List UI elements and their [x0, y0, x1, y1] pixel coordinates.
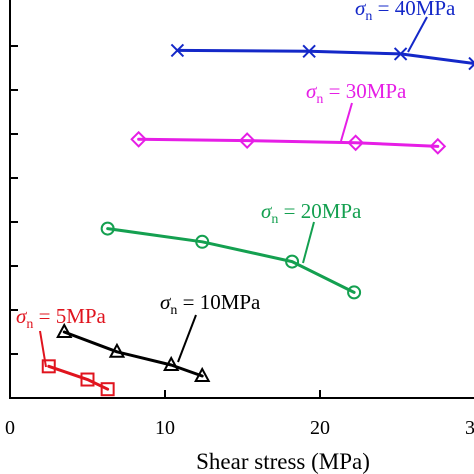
x-axis-label: Shear stress (MPa)	[196, 449, 370, 474]
annotation-leader-3	[340, 102, 353, 142]
series-annotation-0: σn = 5MPa	[16, 304, 107, 332]
series-annotation-1: σn = 10MPa	[160, 290, 261, 318]
data-point-2-2	[285, 254, 300, 269]
annotation-leader-1	[177, 314, 197, 363]
data-point-4-0	[170, 43, 185, 58]
x-axis-ticks: 0 10 20 30	[5, 390, 474, 439]
series-line-1	[62, 330, 204, 378]
x-tick-label-3: 30	[465, 417, 474, 439]
annotation-leader-2	[302, 221, 315, 264]
annotation-leader-4	[407, 16, 428, 53]
series-line-0	[47, 364, 110, 391]
data-point-2-1	[195, 234, 210, 249]
data-point-1-3	[194, 366, 211, 382]
data-point-3-0	[130, 130, 148, 148]
series-markers	[41, 43, 474, 397]
data-point-3-2	[347, 134, 365, 152]
series-line-4	[175, 48, 474, 65]
y-axis-ticks	[10, 45, 18, 399]
data-point-4-1	[302, 44, 316, 58]
data-point-1-0	[56, 322, 73, 338]
series-annotation-2: σn = 20MPa	[261, 199, 362, 227]
series-annotation-3: σn = 30MPa	[306, 79, 407, 107]
data-point-4-2	[393, 47, 408, 61]
data-point-4-3	[468, 56, 474, 71]
x-tick-label-1: 10	[155, 417, 175, 439]
x-tick-label-0: 0	[5, 417, 15, 439]
data-point-1-2	[163, 355, 180, 371]
series-annotations: σn = 5MPa σn = 10MPa σn = 20MPa σn = 30MPa σ…	[16, 0, 456, 368]
data-point-0-1	[80, 372, 95, 387]
data-point-3-1	[238, 132, 256, 150]
series-line-3	[137, 137, 440, 148]
data-point-2-3	[347, 285, 362, 300]
series-annotation-4: σn = 40MPa	[355, 0, 456, 24]
data-point-0-0	[41, 359, 56, 374]
series-lines	[47, 48, 474, 391]
annotation-leader-0	[39, 330, 47, 368]
data-point-1-1	[108, 342, 126, 358]
data-point-2-0	[100, 221, 115, 236]
data-point-3-3	[429, 137, 447, 155]
data-point-0-2	[100, 382, 115, 397]
x-tick-label-2: 20	[310, 417, 330, 439]
series-line-2	[106, 227, 356, 294]
